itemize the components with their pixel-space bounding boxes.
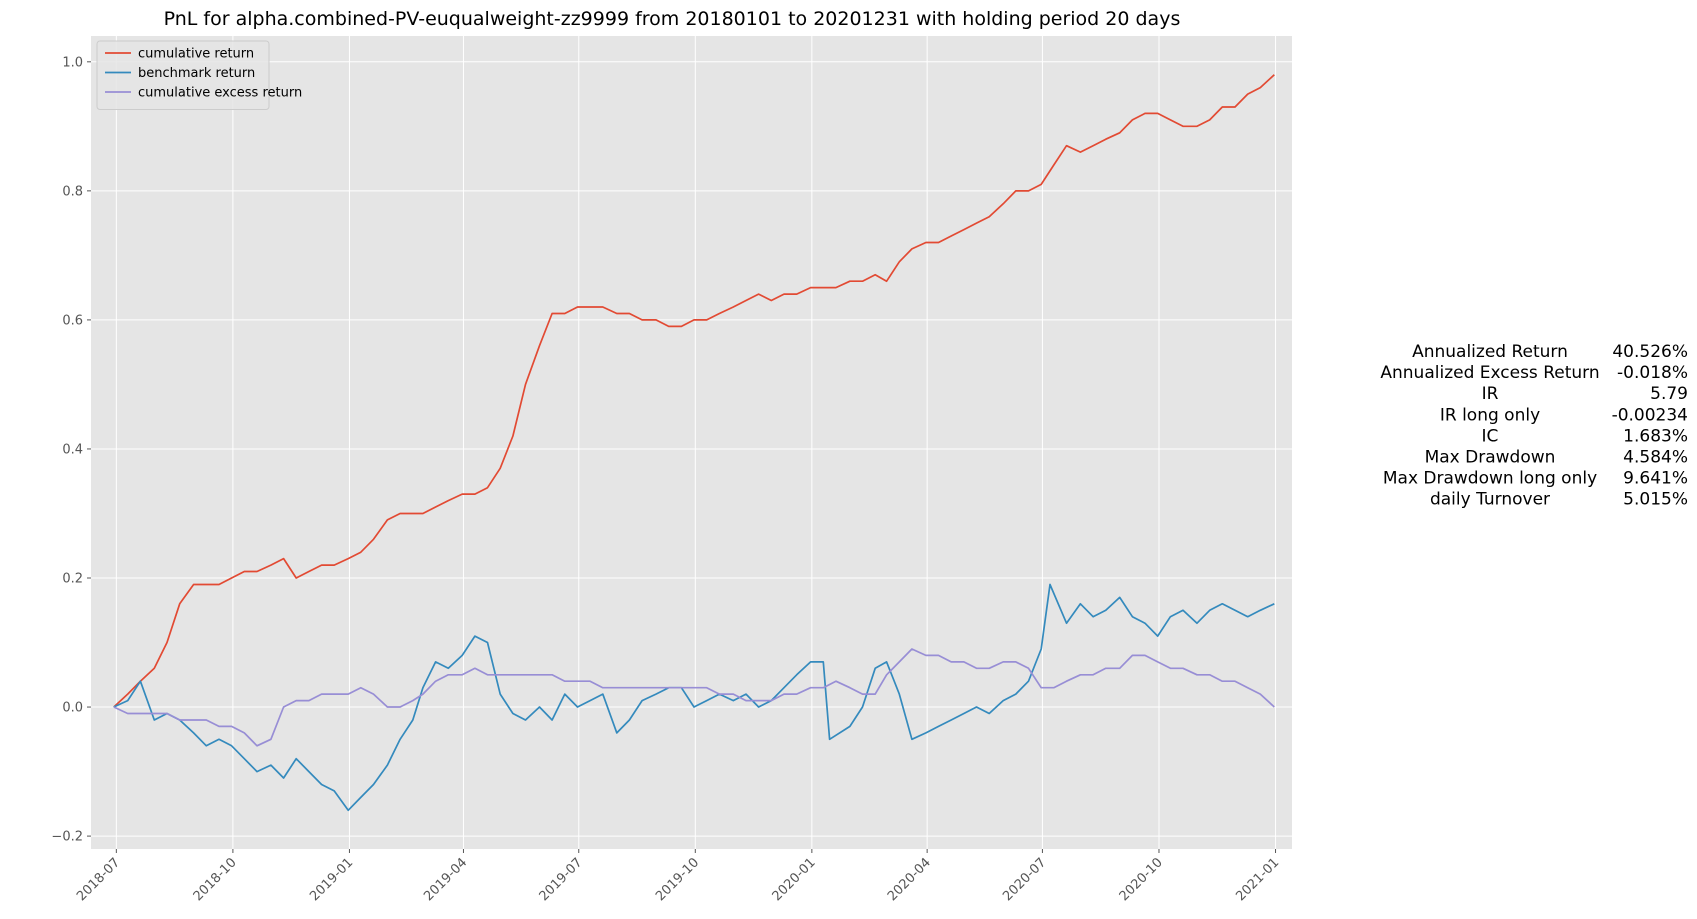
stat-label: IR long only: [1440, 405, 1540, 425]
legend-label: cumulative excess return: [138, 86, 302, 101]
series-lines: [113, 74, 1275, 812]
stat-value: -0.00234: [1612, 405, 1688, 425]
x-tick-label: 2018-07: [74, 855, 123, 904]
chart-title: PnL for alpha.combined-PV-euqualweight-z…: [164, 8, 1181, 30]
x-tick-label: 2019-04: [421, 855, 470, 904]
legend-label: benchmark return: [138, 66, 255, 81]
stat-value: 4.584%: [1623, 448, 1688, 468]
y-tick-label: 0.8: [62, 184, 83, 199]
y-tick-label: −0.2: [51, 830, 83, 845]
legend-box: [96, 40, 270, 110]
y-tick-label: 0.2: [62, 572, 83, 587]
stat-value: 40.526%: [1612, 342, 1688, 362]
y-tick-label: 1.0: [62, 55, 83, 70]
x-tick-label: 2018-10: [191, 855, 240, 904]
legend: cumulative return benchmark return cumulat…: [96, 40, 302, 110]
x-tick-label: 2019-01: [307, 855, 356, 904]
stat-label: Annualized Return: [1412, 342, 1568, 362]
legend-label: cumulative return: [138, 47, 254, 62]
cumulative-return-line: [113, 74, 1275, 708]
stat-value: 1.683%: [1623, 426, 1688, 446]
grid: [91, 36, 1292, 849]
stat-label: IR: [1482, 384, 1499, 404]
y-tick-label: 0.0: [62, 701, 83, 716]
plot-area: [91, 36, 1292, 849]
stat-label: IC: [1482, 426, 1499, 446]
x-tick-label: 2020-04: [885, 855, 934, 904]
stats-table: Annualized Return 40.526% Annualized Exces…: [1380, 342, 1688, 510]
stat-label: daily Turnover: [1430, 490, 1550, 510]
x-tick-label: 2020-10: [1117, 855, 1166, 904]
y-tick-label: 0.4: [62, 442, 83, 457]
x-tick-label: 2021-01: [1233, 855, 1282, 904]
stat-value: 5.015%: [1623, 490, 1688, 510]
x-tick-label: 2020-01: [770, 855, 819, 904]
x-tick-label: 2020-07: [1000, 855, 1049, 904]
stat-value: 5.79: [1650, 384, 1688, 404]
stat-value: 9.641%: [1623, 469, 1688, 489]
stat-label: Annualized Excess Return: [1380, 363, 1599, 383]
cumulative-excess-return-line: [113, 648, 1275, 747]
stat-label: Max Drawdown long only: [1383, 469, 1597, 489]
x-tick-label: 2019-07: [537, 855, 586, 904]
x-tick-label: 2019-10: [653, 855, 702, 904]
y-tick-label: 0.6: [62, 313, 83, 328]
stat-value: -0.018%: [1617, 363, 1688, 383]
benchmark-return-line: [113, 583, 1275, 812]
stat-label: Max Drawdown: [1425, 448, 1556, 468]
